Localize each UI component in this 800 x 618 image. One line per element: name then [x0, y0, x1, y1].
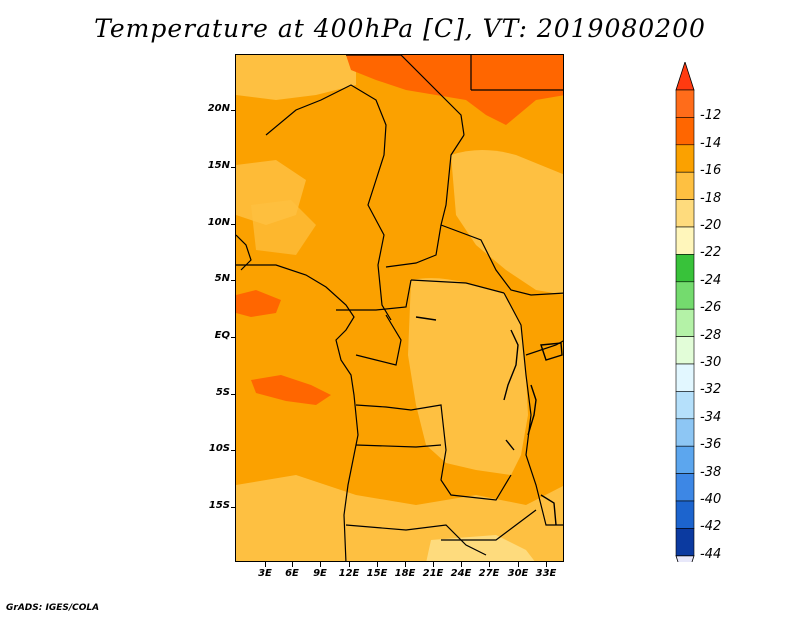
colorbar-label: -36	[700, 437, 722, 453]
lon-label: 24E	[450, 568, 472, 579]
colorbar-label: -30	[700, 355, 722, 370]
lat-label: 15N	[207, 160, 230, 171]
lat-label: 10N	[207, 217, 230, 228]
colorbar-label: -22	[700, 245, 722, 261]
lon-tick	[433, 562, 434, 567]
colorbar-swatch	[675, 144, 695, 173]
colorbar-label: -24	[700, 272, 722, 288]
field-warm-atlantic	[251, 375, 331, 405]
temperature-map	[235, 54, 564, 562]
lon-tick	[377, 562, 378, 567]
lon-tick	[546, 562, 547, 567]
colorbar-swatch	[675, 199, 695, 228]
colorbar-label: -18	[700, 190, 722, 206]
field-warm-north	[346, 55, 563, 125]
lat-tick	[231, 450, 236, 451]
colorbar-swatch	[675, 226, 695, 255]
lon-label: 30E	[507, 568, 529, 579]
lat-tick	[231, 280, 236, 281]
lat-tick	[231, 337, 236, 338]
colorbar-swatch	[675, 418, 695, 447]
lon-tick	[518, 562, 519, 567]
lon-tick	[405, 562, 406, 567]
field-region-congo-basin	[408, 278, 528, 475]
lon-tick	[489, 562, 490, 567]
colorbar-label: -40	[700, 492, 722, 507]
colorbar-label: -16	[700, 163, 722, 179]
colorbar-swatch	[675, 473, 695, 502]
lat-label: 20N	[207, 103, 230, 114]
colorbar	[675, 62, 695, 562]
colorbar-swatch	[675, 363, 695, 392]
credit-text: GrADS: IGES/COLA	[6, 603, 100, 613]
lon-label: 15E	[366, 568, 388, 579]
colorbar-label: -32	[700, 382, 722, 398]
lat-label: 10S	[208, 443, 230, 454]
field-region-east	[451, 150, 563, 295]
lon-tick	[349, 562, 350, 567]
lon-label: 21E	[422, 568, 444, 579]
lon-label: 27E	[478, 568, 500, 579]
lon-tick	[292, 562, 293, 567]
colorbar-swatch	[675, 171, 695, 200]
colorbar-swatch	[675, 254, 695, 283]
lat-label: 5S	[215, 387, 230, 398]
field-region-west-south	[251, 200, 316, 255]
colorbar-label: -44	[700, 546, 722, 562]
colorbar-swatch	[675, 445, 695, 474]
colorbar-label: -42	[700, 519, 722, 535]
colorbar-swatch	[675, 89, 695, 118]
lat-tick	[231, 224, 236, 225]
colorbar-min-arrow	[675, 555, 695, 562]
colorbar-swatch	[675, 528, 695, 557]
colorbar-label: -14	[700, 135, 722, 151]
lon-label: 18E	[394, 568, 416, 579]
lon-tick	[320, 562, 321, 567]
lat-label: 15S	[208, 500, 230, 511]
lon-label: 12E	[338, 568, 360, 579]
field-region-west-upper	[236, 55, 356, 100]
colorbar-swatch	[675, 308, 695, 337]
colorbar-swatch	[675, 500, 695, 529]
lon-tick	[265, 562, 266, 567]
lat-tick	[231, 394, 236, 395]
map-title: Temperature at 400hPa [C], VT: 201908020…	[94, 14, 706, 43]
colorbar-max-arrow	[675, 62, 695, 91]
lon-label: 3E	[258, 568, 272, 579]
colorbar-label: -12	[700, 108, 722, 124]
lon-label: 6E	[285, 568, 299, 579]
lat-label: 5N	[214, 273, 230, 284]
colorbar-label: -26	[700, 300, 722, 316]
lat-tick	[231, 507, 236, 508]
colorbar-swatch	[675, 336, 695, 365]
lon-label: 33E	[535, 568, 557, 579]
colorbar-label: -20	[700, 218, 722, 233]
lat-label: EQ	[214, 330, 230, 341]
lon-tick	[461, 562, 462, 567]
colorbar-swatch	[675, 117, 695, 146]
lakes	[415, 316, 563, 526]
colorbar-swatch	[675, 391, 695, 420]
colorbar-label: -34	[700, 409, 722, 425]
field-warm-gulf	[236, 290, 281, 317]
lon-label: 9E	[313, 568, 327, 579]
coastline-borders	[236, 55, 563, 561]
colorbar-label: -28	[700, 327, 722, 343]
field-region-far-south	[426, 535, 535, 561]
colorbar-label: -38	[700, 464, 722, 480]
lat-tick	[231, 110, 236, 111]
lat-tick	[231, 167, 236, 168]
colorbar-swatch	[675, 281, 695, 310]
